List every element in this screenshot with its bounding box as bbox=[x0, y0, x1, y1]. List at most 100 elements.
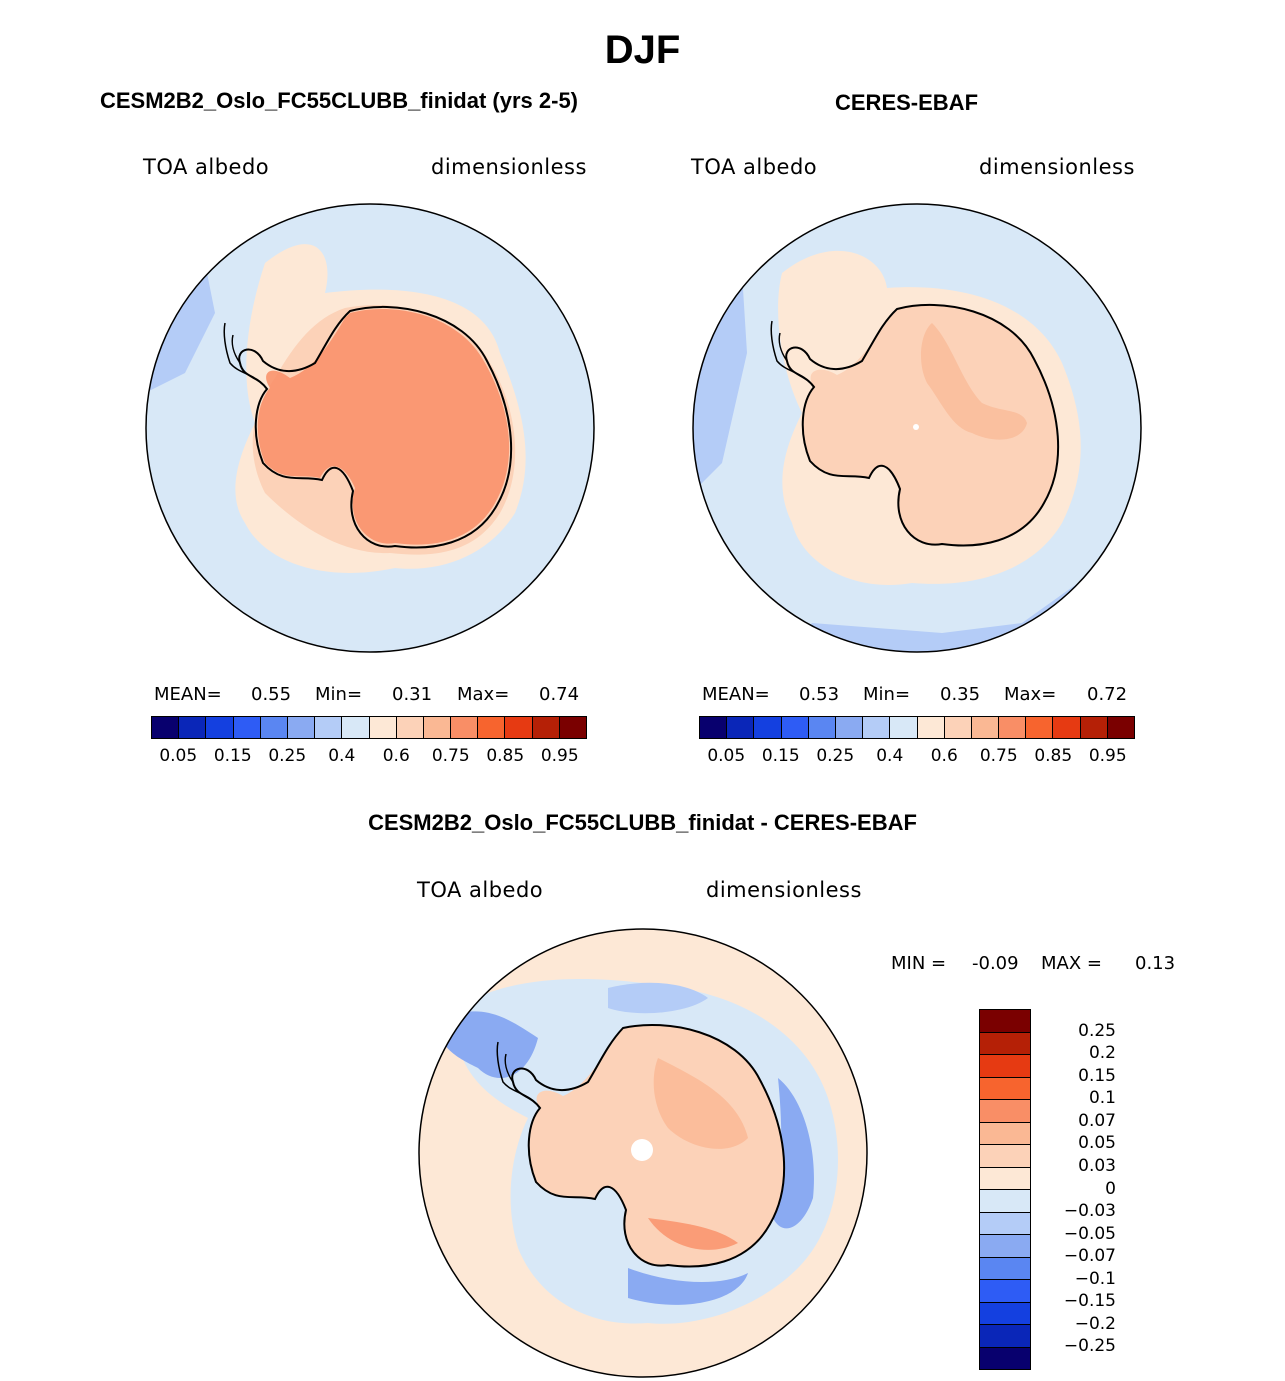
colorbar-swatch bbox=[342, 717, 370, 738]
colorbar-tick-label: 0.05 bbox=[159, 746, 198, 766]
colorbar-swatch bbox=[980, 1077, 1030, 1100]
colorbar-tick-label: −0.03 bbox=[1063, 1201, 1116, 1222]
colorbar-swatch bbox=[971, 717, 1000, 738]
colorbar-swatch bbox=[260, 717, 288, 738]
colorbar-swatch bbox=[980, 1257, 1030, 1280]
diff-units-label: dimensionless bbox=[706, 878, 862, 902]
colorbar-tick-label: 0.25 bbox=[1078, 1020, 1116, 1041]
obs-map bbox=[692, 203, 1142, 653]
obs-min-label: Min= bbox=[863, 684, 911, 705]
model-mean-value: 0.55 bbox=[251, 684, 292, 705]
antarctica-coastline bbox=[511, 1023, 786, 1268]
colorbar-swatch bbox=[944, 717, 972, 738]
obs-colorbar bbox=[699, 716, 1135, 739]
colorbar-tick-label: 0.4 bbox=[876, 746, 904, 766]
colorbar-swatch bbox=[152, 717, 180, 738]
interior-high-albedo bbox=[920, 323, 1027, 440]
colorbar-swatch bbox=[980, 1032, 1030, 1055]
colorbar-swatch bbox=[917, 717, 945, 738]
colorbar-swatch bbox=[835, 717, 864, 738]
colorbar-tick-label: 0.05 bbox=[1078, 1133, 1116, 1154]
colorbar-swatch bbox=[980, 1190, 1030, 1213]
model-min-label: Min= bbox=[315, 684, 363, 705]
antarctica-high-albedo bbox=[257, 308, 510, 545]
colorbar-tick-label: 0.2 bbox=[1088, 1043, 1116, 1064]
colorbar-swatch bbox=[980, 1235, 1030, 1258]
diff-colorbar bbox=[979, 1009, 1031, 1370]
antarctica-albedo bbox=[802, 304, 1059, 546]
diff-min-label: MIN = bbox=[891, 953, 947, 974]
colorbar-swatch bbox=[700, 717, 728, 738]
colorbar-swatch bbox=[890, 717, 918, 738]
colorbar-swatch bbox=[980, 1145, 1030, 1168]
colorbar-tick-label: 0.95 bbox=[540, 746, 579, 766]
colorbar-tick-label: 0.4 bbox=[328, 746, 356, 766]
colorbar-swatch bbox=[999, 717, 1027, 738]
model-variable-label: TOA albedo bbox=[143, 155, 270, 179]
obs-units-label: dimensionless bbox=[979, 155, 1135, 179]
peninsula-coastline bbox=[770, 320, 815, 388]
diff-min-value: -0.09 bbox=[972, 953, 1019, 974]
colorbar-tick-label: −0.05 bbox=[1063, 1223, 1116, 1244]
colorbar-swatch bbox=[980, 1122, 1030, 1145]
pole-hole bbox=[631, 1139, 653, 1161]
antarctica-coastline bbox=[238, 305, 513, 549]
colorbar-tick-label: 0.15 bbox=[1078, 1065, 1116, 1086]
model-mean-label: MEAN= bbox=[154, 684, 222, 705]
colorbar-tick-label: 0.07 bbox=[1078, 1110, 1116, 1131]
antarctica-positive bbox=[528, 1024, 785, 1267]
colorbar-tick-label: 0.95 bbox=[1088, 746, 1127, 766]
colorbar-tick-label: 0.05 bbox=[707, 746, 746, 766]
colorbar-swatch bbox=[532, 717, 560, 738]
colorbar-swatch bbox=[980, 1167, 1030, 1190]
negative-patch-nw bbox=[438, 1011, 538, 1078]
colorbar-swatch bbox=[1107, 717, 1134, 738]
colorbar-tick-label: 0.03 bbox=[1078, 1155, 1116, 1176]
colorbar-tick-label: 0.75 bbox=[979, 746, 1018, 766]
figure-title: DJF bbox=[604, 28, 681, 72]
colorbar-swatch bbox=[980, 1212, 1030, 1235]
colorbar-swatch bbox=[727, 717, 755, 738]
colorbar-swatch bbox=[451, 717, 479, 738]
colorbar-tick-label: −0.15 bbox=[1063, 1291, 1116, 1312]
model-map bbox=[145, 203, 595, 653]
obs-min-value: 0.35 bbox=[940, 684, 981, 705]
colorbar-tick-label: 0.25 bbox=[268, 746, 307, 766]
model-max-label: Max= bbox=[457, 684, 510, 705]
colorbar-swatch bbox=[369, 717, 397, 738]
model-colorbar-ticks: 0.05 0.15 0.25 0.4 0.6 0.75 0.85 0.95 bbox=[151, 746, 587, 768]
negative-patch-n bbox=[608, 982, 708, 1014]
negative-patch-e bbox=[773, 1078, 814, 1229]
model-colorbar bbox=[151, 716, 587, 739]
peninsula-coastline bbox=[223, 322, 268, 390]
colorbar-swatch bbox=[559, 717, 586, 738]
colorbar-swatch bbox=[179, 717, 207, 738]
colorbar-swatch bbox=[980, 1302, 1030, 1325]
colorbar-swatch bbox=[980, 1100, 1030, 1123]
colorbar-swatch bbox=[1026, 717, 1054, 738]
colorbar-tick-label: 0.6 bbox=[930, 746, 958, 766]
obs-mean-label: MEAN= bbox=[702, 684, 770, 705]
positive-patch-coast bbox=[648, 1218, 738, 1250]
positive-patch-interior bbox=[653, 1058, 748, 1149]
diff-map bbox=[418, 928, 868, 1378]
obs-variable-label: TOA albedo bbox=[691, 155, 818, 179]
colorbar-swatch bbox=[478, 717, 506, 738]
peninsula-coastline bbox=[496, 1041, 541, 1109]
colorbar-swatch bbox=[781, 717, 809, 738]
negative-patch-s bbox=[628, 1268, 748, 1305]
model-max-value: 0.74 bbox=[539, 684, 580, 705]
pole-hole bbox=[913, 424, 919, 430]
obs-max-value: 0.72 bbox=[1087, 684, 1128, 705]
colorbar-swatch bbox=[863, 717, 891, 738]
diff-max-label: MAX = bbox=[1041, 953, 1102, 974]
colorbar-swatch bbox=[808, 717, 836, 738]
diff-max-value: 0.13 bbox=[1135, 953, 1176, 974]
model-min-value: 0.31 bbox=[392, 684, 433, 705]
colorbar-tick-label: 0.6 bbox=[382, 746, 410, 766]
colorbar-swatch bbox=[980, 1055, 1030, 1078]
obs-colorbar-ticks: 0.05 0.15 0.25 0.4 0.6 0.75 0.85 0.95 bbox=[699, 746, 1135, 768]
colorbar-swatch bbox=[423, 717, 452, 738]
obs-panel-title: CERES-EBAF bbox=[835, 90, 979, 115]
colorbar-tick-label: 0.1 bbox=[1088, 1088, 1116, 1109]
